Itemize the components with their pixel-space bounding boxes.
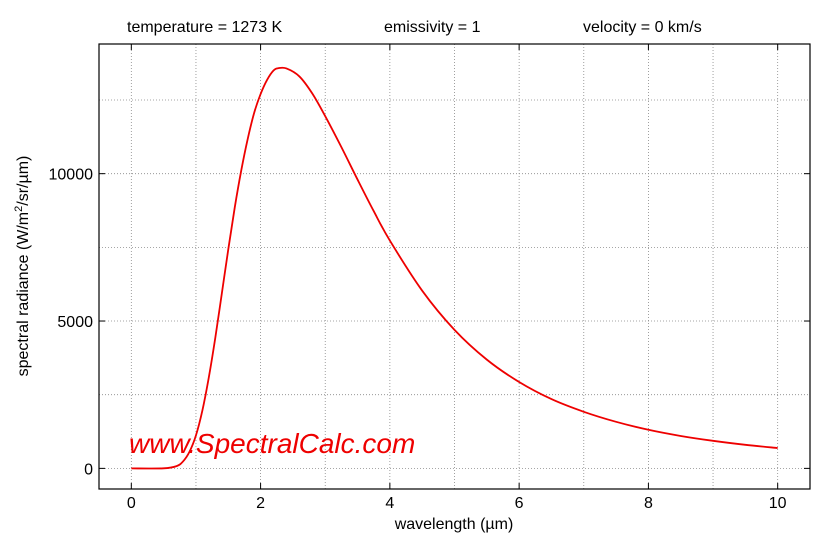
velocity-label: velocity = 0 km/s <box>583 19 702 36</box>
temperature-label: temperature = 1273 K <box>127 19 283 36</box>
grid-lines <box>99 44 810 489</box>
x-tick-label: 0 <box>127 495 136 512</box>
watermark-text: www.SpectralCalc.com <box>129 428 415 459</box>
x-tick-label: 8 <box>644 495 653 512</box>
radiance-curve <box>131 66 778 470</box>
y-axis-ticks: 0 5000 10000 <box>49 167 810 478</box>
y-tick-label: 10000 <box>49 167 94 184</box>
x-tick-label: 4 <box>385 495 394 512</box>
y-axis-label-tail: /sr/µm) <box>15 156 32 206</box>
y-tick-label: 5000 <box>57 314 93 331</box>
y-axis-label-main: spectral radiance (W/m <box>15 212 32 377</box>
x-tick-label: 6 <box>515 495 524 512</box>
emissivity-label: emissivity = 1 <box>384 19 481 36</box>
plot-frame <box>98 43 811 490</box>
x-tick-label: 10 <box>769 495 787 512</box>
y-axis-label-sup: 2 <box>13 206 25 212</box>
y-tick-label: 0 <box>84 461 93 478</box>
x-axis-label: wavelength (µm) <box>394 516 514 533</box>
y-axis-label: spectral radiance (W/m2/sr/µm) <box>13 156 32 377</box>
x-tick-label: 2 <box>256 495 265 512</box>
x-axis-ticks: 0 2 4 6 8 10 <box>127 44 787 512</box>
